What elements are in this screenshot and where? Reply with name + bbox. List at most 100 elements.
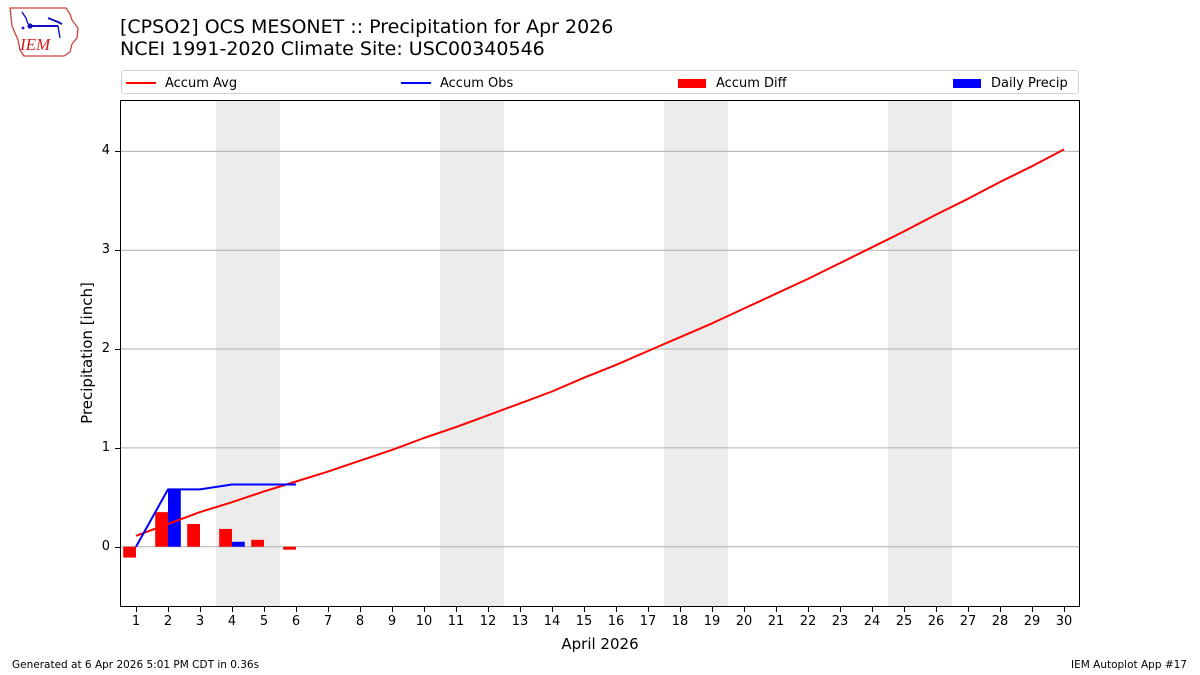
bar-accum-diff	[219, 528, 232, 547]
x-tick-mark	[616, 607, 617, 612]
x-tick-label: 1	[131, 614, 141, 629]
y-tick-mark	[115, 447, 120, 449]
x-tick-mark	[232, 607, 233, 612]
bar-accum-diff	[283, 546, 296, 550]
x-tick-mark	[552, 607, 553, 612]
x-tick-mark	[360, 607, 361, 612]
x-tick-mark	[840, 607, 841, 612]
x-tick-label: 6	[291, 614, 301, 629]
x-tick-mark	[1032, 607, 1033, 612]
y-tick-mark	[115, 250, 120, 252]
app-credit: IEM Autoplot App #17	[1071, 659, 1187, 671]
x-tick-label: 13	[511, 614, 529, 629]
chart-canvas	[120, 100, 1080, 607]
x-tick-label: 3	[195, 614, 205, 629]
svg-text:IEM: IEM	[19, 35, 51, 54]
bar-accum-diff	[123, 546, 136, 558]
x-tick-mark	[680, 607, 681, 612]
x-tick-mark	[392, 607, 393, 612]
x-tick-mark	[328, 607, 329, 612]
x-tick-mark	[872, 607, 873, 612]
x-tick-mark	[456, 607, 457, 612]
x-tick-label: 26	[927, 614, 945, 629]
x-tick-label: 27	[959, 614, 977, 629]
bar-accum-diff	[251, 539, 264, 547]
weekend-shading	[216, 100, 280, 607]
x-tick-mark	[200, 607, 201, 612]
legend-label: Accum Obs	[440, 75, 514, 91]
bar-daily-precip	[168, 489, 181, 547]
x-tick-label: 4	[227, 614, 237, 629]
x-tick-label: 22	[799, 614, 817, 629]
x-tick-label: 16	[607, 614, 625, 629]
x-tick-label: 21	[767, 614, 785, 629]
weekend-shading	[440, 100, 504, 607]
x-tick-mark	[968, 607, 969, 612]
x-tick-label: 29	[1023, 614, 1041, 629]
blue-line-swatch-icon	[401, 82, 431, 84]
x-tick-mark	[168, 607, 169, 612]
x-tick-mark	[584, 607, 585, 612]
x-tick-label: 23	[831, 614, 849, 629]
bar-accum-diff	[187, 523, 200, 547]
x-tick-label: 19	[703, 614, 721, 629]
legend-item-accum-avg: Accum Avg	[126, 71, 237, 95]
x-tick-mark	[520, 607, 521, 612]
x-tick-mark	[904, 607, 905, 612]
x-tick-label: 2	[163, 614, 173, 629]
y-tick-label: 0	[101, 538, 110, 554]
x-tick-label: 10	[415, 614, 433, 629]
x-tick-mark	[1064, 607, 1065, 612]
x-tick-mark	[936, 607, 937, 612]
blue-patch-swatch-icon	[953, 78, 981, 88]
y-tick-label: 4	[101, 143, 110, 159]
y-tick-mark	[115, 349, 120, 351]
chart-title-line2: NCEI 1991-2020 Climate Site: USC00340546	[120, 38, 545, 60]
x-tick-label: 20	[735, 614, 753, 629]
line-accum-obs	[135, 483, 296, 548]
bar-accum-diff	[155, 512, 168, 547]
x-tick-label: 12	[479, 614, 497, 629]
weekend-shading	[664, 100, 728, 607]
weekend-shading	[888, 100, 952, 607]
x-tick-label: 8	[355, 614, 365, 629]
x-tick-label: 24	[863, 614, 881, 629]
x-tick-mark	[776, 607, 777, 612]
chart-legend: Accum Avg Accum Obs Accum Diff Daily Pre…	[121, 70, 1079, 94]
legend-item-accum-obs: Accum Obs	[401, 71, 513, 95]
legend-label: Accum Diff	[716, 75, 787, 91]
x-tick-label: 17	[639, 614, 657, 629]
y-tick-label: 1	[101, 439, 110, 455]
x-tick-label: 9	[387, 614, 397, 629]
x-tick-label: 14	[543, 614, 561, 629]
legend-label: Accum Avg	[165, 75, 238, 91]
x-tick-mark	[488, 607, 489, 612]
x-tick-label: 7	[323, 614, 333, 629]
x-tick-mark	[808, 607, 809, 612]
x-tick-mark	[136, 607, 137, 612]
plot-area	[120, 100, 1080, 607]
x-tick-label: 18	[671, 614, 689, 629]
iem-logo: IEM	[6, 4, 82, 60]
x-tick-label: 5	[259, 614, 269, 629]
x-tick-label: 11	[447, 614, 465, 629]
chart-title-line1: [CPSO2] OCS MESONET :: Precipitation for…	[120, 16, 614, 38]
x-tick-mark	[744, 607, 745, 612]
x-tick-label: 30	[1055, 614, 1073, 629]
legend-item-daily-precip: Daily Precip	[953, 71, 1068, 95]
x-tick-label: 25	[895, 614, 913, 629]
x-tick-mark	[648, 607, 649, 612]
x-tick-mark	[424, 607, 425, 612]
y-axis-label: Precipitation [inch]	[78, 282, 96, 424]
x-tick-mark	[1000, 607, 1001, 612]
y-tick-mark	[115, 546, 120, 548]
x-tick-mark	[712, 607, 713, 612]
y-tick-mark	[115, 151, 120, 153]
legend-item-accum-diff: Accum Diff	[678, 71, 787, 95]
x-tick-mark	[264, 607, 265, 612]
red-patch-swatch-icon	[678, 78, 706, 88]
x-tick-mark	[296, 607, 297, 612]
line-accum-avg	[135, 148, 1065, 537]
bar-daily-precip	[232, 541, 245, 547]
x-axis-label: April 2026	[561, 635, 639, 653]
